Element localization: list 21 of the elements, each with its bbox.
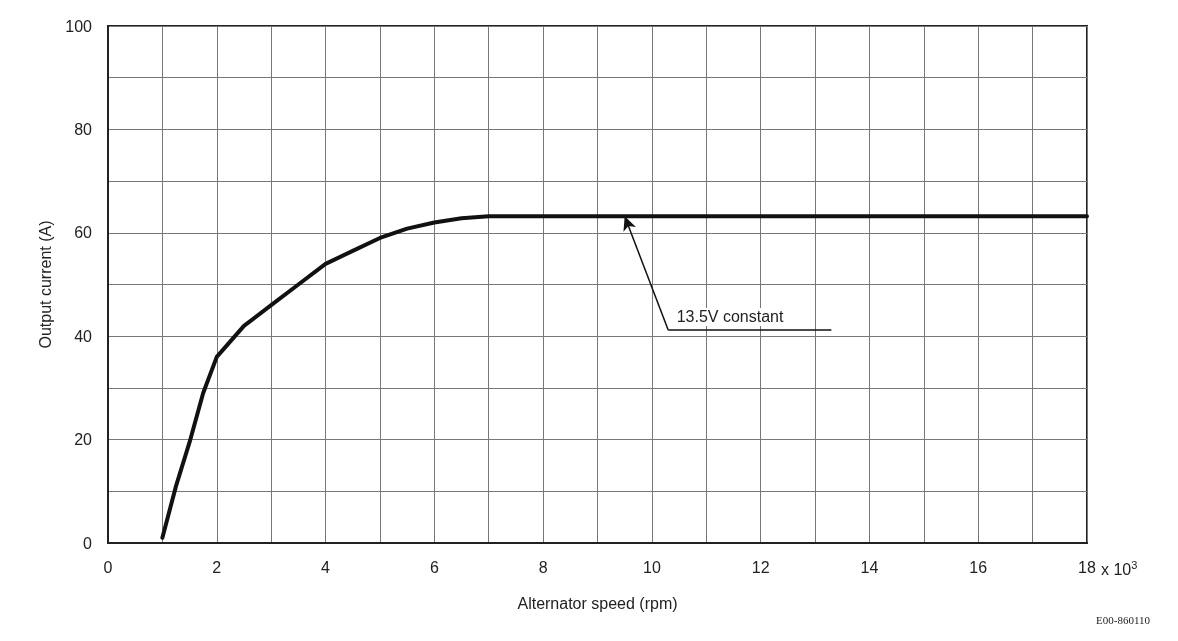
x-tick-label: 0 bbox=[103, 558, 113, 576]
y-tick-label: 80 bbox=[74, 120, 93, 138]
y-tick-label: 0 bbox=[83, 534, 93, 552]
annotation: 13.5V constant bbox=[676, 308, 784, 326]
y-tick-label: 20 bbox=[74, 431, 93, 449]
x-tick-label: 2 bbox=[212, 558, 222, 576]
text: E00-860110 bbox=[1096, 613, 1151, 626]
x-tick-label: 8 bbox=[538, 558, 548, 576]
x-tick-label: 6 bbox=[429, 558, 439, 576]
line-series bbox=[160, 214, 1089, 540]
y-tick-label: 100 bbox=[65, 17, 93, 35]
y-tick-label: 60 bbox=[74, 224, 93, 242]
x-tick-label: 14 bbox=[860, 558, 879, 576]
y-axis-title: Output current (A) bbox=[36, 220, 54, 349]
x-tick-label: 4 bbox=[321, 558, 331, 576]
x-tick-label: 12 bbox=[751, 558, 770, 576]
x-tick-label: 16 bbox=[969, 558, 988, 576]
x-axis-title: Alternator speed (rpm) bbox=[517, 594, 678, 612]
x-tick-label: 10 bbox=[642, 558, 661, 576]
x-tick-label: 18 bbox=[1078, 558, 1096, 576]
y-tick-label: 40 bbox=[74, 327, 93, 345]
